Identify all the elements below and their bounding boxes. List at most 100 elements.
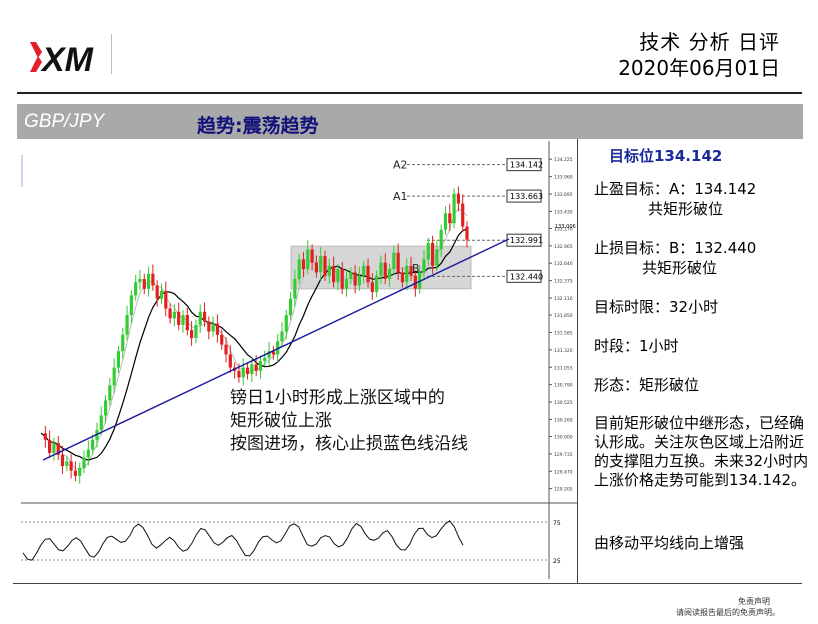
disclaimer-title: 免责声明 [738,597,770,606]
candle-body [185,315,189,331]
candle-body [73,470,78,476]
y-tick-label: 133.960 [554,175,573,181]
target-level: 目标位134.142 [609,147,723,165]
oscillator-line [22,520,464,561]
candle-body [164,290,168,309]
candle-body [134,282,138,296]
level-box [506,189,542,203]
xm-logo: XM [30,41,94,76]
pattern: 形态：矩形破位 [594,376,700,394]
candle-body [211,323,215,332]
level-label: 132.991 [510,236,543,245]
candle-body [301,259,306,270]
candle-body [48,439,52,453]
candle-body [250,364,254,375]
candle-body [461,203,465,227]
candle-body [108,385,112,401]
candle-body [392,252,396,270]
candle-body [400,272,405,283]
candle-body [375,275,379,293]
y-tick-label: 132.640 [554,261,573,267]
stop-loss-line-2: 共矩形破位 [642,259,718,277]
y-tick-label: 131.320 [554,348,573,354]
candle-body [151,273,155,286]
level-box [506,158,542,172]
candle-body [52,443,56,453]
candle-body [116,351,121,368]
candle-body [267,351,271,358]
candle-body [258,361,263,371]
candle-body [297,259,301,279]
level-label: 133.663 [510,192,543,201]
candle-body [306,249,310,270]
candle-body [430,242,435,266]
report-title: 技术 分析 日评 [639,30,780,54]
point-label-b: B [412,262,420,275]
point-labels: B [412,262,420,275]
candle-body [357,275,362,286]
take-profit-line-2: 共矩形破位 [648,200,724,218]
candle-body [121,334,125,352]
report-date: 2020年06月01日 [618,56,780,80]
candle-body [276,341,280,355]
trendline [42,238,510,461]
ma-note: 由移动平均线向上增强 [594,534,745,552]
candle-body [439,229,443,250]
candle-body [405,265,409,283]
logo-divider [111,34,112,74]
candle-body [344,278,349,289]
y-tick-label: 131.850 [554,313,573,319]
candle-body [362,265,366,276]
y-tick-label: 132.110 [554,296,573,302]
candle-body [271,351,275,355]
candle-body [103,400,108,416]
candle-body [435,249,439,266]
candle-body [172,311,176,319]
candle-body [422,259,426,273]
candle-body [370,282,374,293]
y-tick-label: 132.905 [554,244,573,250]
candle-body [181,315,185,325]
currency-pair: GBP/JPY [24,111,105,132]
candle-body [241,367,245,378]
time-limit: 目标时限：32小时 [594,298,719,316]
moving-average-line [40,207,468,470]
support-trendline [42,238,510,461]
pair-banner: GBP/JPY 趋势:震荡趋势 [17,104,803,139]
candle-body [112,367,116,386]
chart-annotation: 镑日1小时形成上涨区域中的 矩形破位上涨 按图进场，核心止损蓝色线沿线 [230,388,468,454]
y-tick-label: 130.000 [554,434,573,440]
candle-body [202,311,207,322]
candle-body [409,265,413,276]
candle-body [99,415,103,430]
candle-body [215,323,220,335]
candle-body [387,269,392,279]
stop-loss-line-1: 止损目标：B：132.440 [594,239,757,257]
level-name: A2 [393,159,408,172]
y-tick-label: 130.525 [554,400,573,406]
candle-body [190,330,194,339]
candle-body [293,278,297,299]
annotation-line-1: 镑日1小时形成上涨区域中的 [230,388,445,408]
candle-body [448,213,452,224]
candle-body [82,457,86,468]
y-tick-label: 133.170 [554,226,573,232]
candle-body [336,269,340,283]
y-tick-label: 132.375 [554,279,573,285]
candle-body [155,285,159,299]
candle-body [168,308,172,319]
candle-body [69,461,73,471]
candle-body [366,265,370,283]
trend-label: 趋势:震荡趋势 [197,115,319,137]
description: 目前矩形破位中继形态，已经确认形成。关注灰色区域上沿附近的支撑阻力互换。未来32… [594,414,809,489]
bottom-rule [13,583,802,584]
candle-body [310,249,314,263]
candle-body [159,290,164,299]
candle-body [288,298,293,316]
candle-body [319,256,323,273]
annotation-line-2: 矩形破位上涨 [230,411,332,431]
candle-body [383,262,387,279]
candle-body [129,295,133,316]
candle-body [60,454,65,467]
candle-body [327,265,331,276]
